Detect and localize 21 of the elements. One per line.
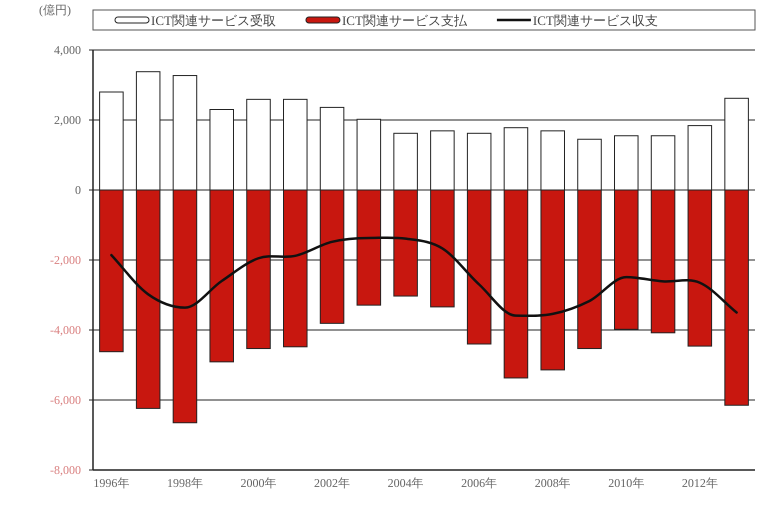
x-tick-label: 2006年 [461,476,498,490]
legend-label: ICT関連サービス受取 [151,13,276,28]
legend-label: ICT関連サービス収支 [532,13,658,28]
line-series [110,236,738,317]
y-tick-label: 0 [75,183,81,197]
x-tick-label: 2010年 [608,476,644,490]
y-axis-title: (億円) [39,3,71,17]
y-tick-label: -6,000 [50,393,81,407]
x-tick-label: 2004年 [388,476,424,490]
x-tick-label: 2002年 [314,476,350,490]
y-tick-label: 4,000 [54,43,81,57]
y-tick-label: 2,000 [54,113,81,127]
x-tick-label: 1996年 [93,476,130,490]
y-tick-label: -4,000 [50,323,81,337]
legend-label: ICT関連サービス支払 [342,13,468,28]
x-tick-label: 2008年 [534,476,571,490]
x-tick-label: 2000年 [240,476,276,490]
x-tick-label: 2012年 [682,476,718,490]
y-tick-label: -8,000 [50,463,81,477]
y-tick-label: -2,000 [50,253,81,267]
x-tick-label: 1998年 [166,476,203,490]
